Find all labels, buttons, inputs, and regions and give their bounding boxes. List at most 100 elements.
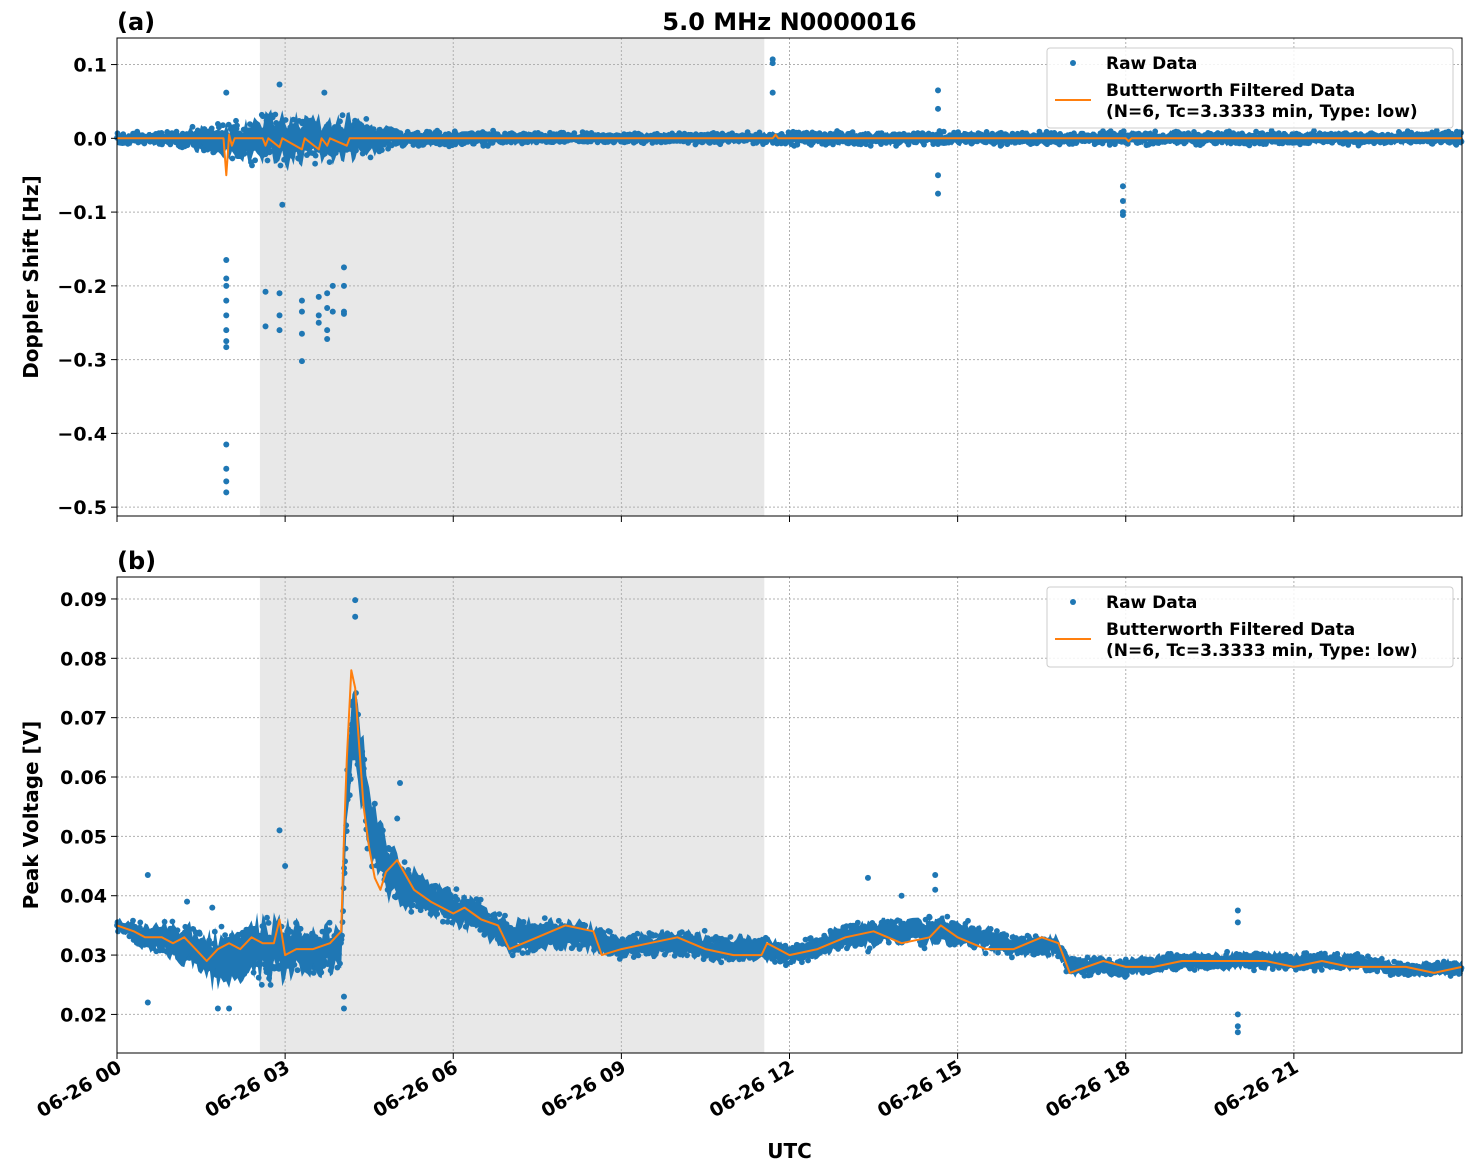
raw-data-point: [701, 927, 708, 934]
legend-box: [1046, 47, 1454, 129]
raw-data-point: [220, 122, 226, 129]
raw-data-point: [329, 308, 336, 315]
legend-filtered-label: Butterworth Filtered Data: [1106, 81, 1355, 101]
raw-data-point: [223, 275, 230, 282]
y-tick-label: −0.5: [57, 497, 107, 519]
raw-data-point: [921, 945, 928, 952]
raw-data-point: [339, 112, 346, 119]
raw-data-point: [169, 918, 176, 925]
panel-a-label: (a): [117, 8, 155, 36]
raw-data-point: [935, 190, 942, 197]
raw-data-point: [769, 60, 776, 67]
raw-data-point: [264, 157, 271, 164]
raw-data-point: [944, 913, 951, 920]
raw-data-point: [312, 160, 318, 167]
raw-data-point: [223, 282, 230, 289]
raw-data-point: [1119, 212, 1126, 219]
raw-data-point: [298, 297, 305, 304]
raw-data-point: [223, 344, 230, 351]
raw-data-point: [252, 157, 258, 164]
raw-data-point: [324, 304, 331, 311]
raw-data-point: [223, 312, 230, 319]
legend-raw-label: Raw Data: [1106, 54, 1197, 74]
raw-data-point: [1433, 127, 1440, 134]
raw-data-point: [1119, 183, 1126, 190]
raw-data-point: [652, 932, 659, 939]
raw-data-point: [223, 489, 230, 496]
raw-data-point: [196, 931, 203, 937]
raw-data-point: [223, 257, 230, 264]
raw-data-point: [272, 111, 279, 118]
raw-data-point: [983, 129, 990, 135]
raw-data-point: [1152, 128, 1159, 135]
raw-data-point: [234, 122, 240, 129]
raw-data-point: [324, 290, 331, 297]
panel-a-x-ticks: [116, 516, 1295, 522]
raw-data-point: [223, 297, 230, 304]
y-tick-label: 0.0: [73, 128, 107, 150]
raw-data-point: [769, 89, 776, 96]
raw-data-point: [249, 162, 255, 169]
raw-data-point: [277, 162, 284, 169]
raw-data-point: [265, 920, 272, 926]
raw-data-point: [223, 338, 230, 345]
raw-data-point: [276, 327, 283, 334]
filtered-data-line: [117, 133, 1462, 177]
y-tick-label: −0.4: [57, 423, 107, 445]
raw-data-point: [367, 154, 374, 161]
panel-a-y-ticks: 0.10.0−0.1−0.2−0.3−0.4−0.5: [57, 55, 117, 519]
raw-data-point: [229, 155, 236, 162]
y-tick-label: −0.2: [57, 276, 107, 298]
raw-data-point: [276, 312, 283, 319]
chart-title: 5.0 MHz N0000016: [662, 8, 916, 36]
raw-data-point: [223, 89, 230, 96]
panel-a-doppler-shift: 0.10.0−0.1−0.2−0.3−0.4−0.5 (a) 5.0 MHz N…: [19, 8, 1465, 522]
raw-data-point: [294, 967, 301, 974]
panel-b-shaded-region: [259, 577, 765, 1053]
raw-data-point: [340, 264, 347, 271]
raw-data-point: [264, 914, 270, 921]
raw-data-point: [315, 293, 322, 300]
raw-data-point: [541, 915, 548, 921]
raw-data-point: [279, 201, 286, 208]
raw-data-point: [324, 327, 331, 334]
raw-data-point: [1120, 128, 1127, 135]
raw-data-point: [1311, 127, 1317, 134]
raw-data-point: [326, 159, 333, 166]
raw-data-point: [223, 478, 230, 485]
raw-data-point: [496, 911, 503, 917]
raw-data-point: [276, 290, 283, 297]
raw-data-point: [363, 116, 370, 122]
raw-data-point: [982, 950, 989, 957]
raw-data-point: [935, 87, 942, 94]
y-tick-label: −0.1: [57, 202, 107, 224]
panel-a-filtered-series: [117, 133, 1462, 177]
raw-data-point: [298, 308, 305, 315]
raw-data-point: [315, 312, 322, 319]
raw-data-point: [218, 923, 225, 930]
y-tick-label: 0.1: [73, 55, 107, 77]
raw-data-point: [329, 282, 336, 289]
raw-data-point: [262, 288, 269, 295]
raw-data-point: [137, 919, 144, 926]
raw-data-point: [312, 152, 319, 159]
raw-data-point: [1251, 967, 1257, 974]
raw-data-point: [223, 465, 230, 472]
raw-data-dense-band: [117, 109, 1462, 172]
raw-data-point: [935, 172, 942, 179]
raw-data-point: [223, 327, 230, 334]
raw-data-point: [340, 310, 347, 317]
panel-a-shaded-region: [259, 38, 765, 516]
raw-data-point: [1224, 948, 1230, 955]
raw-data-point: [315, 319, 322, 326]
raw-data-point: [401, 859, 408, 865]
raw-data-point: [233, 117, 239, 124]
raw-data-point: [324, 335, 331, 342]
raw-data-point: [519, 950, 526, 956]
legend-filtered-label: (N=6, Tc=3.3333 min, Type: low): [1106, 102, 1418, 122]
panel-a-y-axis-label: Doppler Shift [Hz]: [19, 175, 43, 379]
raw-data-point: [453, 886, 460, 892]
raw-data-point: [863, 141, 869, 148]
raw-data-point: [340, 282, 347, 289]
panel-b-peak-voltage: 0.090.080.070.060.050.040.030.02 06-26 0…: [19, 547, 1465, 1163]
